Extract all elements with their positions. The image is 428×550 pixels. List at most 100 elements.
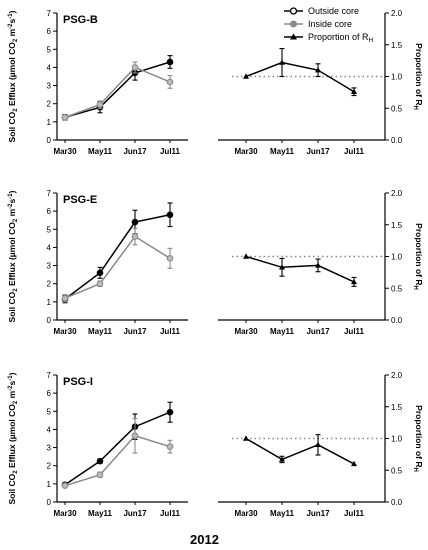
right-y-tick-label: 1.0 — [391, 73, 403, 82]
right-x-tick-label: May11 — [270, 509, 295, 518]
data-point — [166, 254, 174, 262]
left-x-tick-label: Jul11 — [160, 327, 181, 336]
right-x-tick-label: May11 — [270, 147, 295, 156]
right-y-axis-label: Proportion of RH — [412, 405, 424, 472]
left-y-tick-label: 3 — [47, 444, 52, 453]
left-x-tick-label: May11 — [88, 147, 113, 156]
data-point — [61, 113, 69, 121]
year-label: 2012 — [190, 532, 219, 547]
data-point — [166, 78, 174, 86]
left-y-tick-label: 3 — [47, 82, 52, 91]
series-outside-core — [61, 202, 174, 304]
right-y-tick-label: 0.5 — [391, 104, 403, 113]
right-x-tick-label: Mar30 — [234, 147, 258, 156]
data-point — [61, 482, 69, 490]
legend: Outside core Inside core Proportion of R… — [284, 6, 374, 44]
left-y-tick-label: 6 — [47, 27, 52, 36]
data-point — [166, 58, 174, 66]
left-x-tick-label: May11 — [88, 327, 113, 336]
data-point — [96, 471, 104, 479]
left-y-axis-label: Soil CO2 Efflux (µmol CO2 m-2s-1) — [7, 10, 19, 142]
panel-title: PSG-B — [63, 14, 98, 26]
series-line — [245, 61, 355, 93]
left-y-tick-label: 5 — [47, 45, 52, 54]
left-y-tick-label: 1 — [47, 298, 52, 307]
data-point — [131, 233, 139, 240]
series-inside-core — [61, 417, 174, 490]
right-y-tick-label: 0.5 — [391, 284, 403, 293]
right-y-axis-label: Proportion of RH — [412, 43, 424, 110]
right-y-tick-label: 0.0 — [391, 498, 403, 507]
right-y-tick-label: 1.5 — [391, 41, 403, 50]
series-line — [64, 66, 171, 119]
legend-outside-marker — [289, 7, 298, 15]
data-point — [279, 59, 285, 65]
left-y-tick-label: 0 — [47, 136, 52, 145]
left-y-tick-label: 3 — [47, 262, 52, 271]
legend-inside: Inside core — [284, 19, 352, 29]
data-point — [96, 280, 104, 288]
data-point — [351, 460, 357, 467]
legend-proportion-marker — [290, 33, 297, 40]
right-y-tick-label: 2.0 — [391, 9, 403, 18]
series-line — [64, 214, 171, 300]
right-y-tick-label: 2.0 — [391, 371, 403, 380]
data-point — [351, 88, 357, 94]
series-proportion-of-rh — [243, 253, 357, 287]
left-x-tick-label: Jun17 — [123, 327, 147, 336]
left-y-tick-label: 5 — [47, 225, 52, 234]
left-x-tick-label: Jul11 — [160, 147, 181, 156]
right-x-tick-label: Jul11 — [344, 147, 365, 156]
right-y-tick-label: 1.0 — [391, 253, 403, 262]
data-point — [131, 64, 139, 71]
series-proportion-of-rh — [243, 434, 357, 467]
right-y-tick-label: 1.0 — [391, 435, 403, 444]
data-point — [279, 264, 285, 270]
data-point — [131, 432, 139, 440]
left-y-tick-label: 7 — [47, 9, 52, 18]
right-x-tick-label: Jul11 — [344, 509, 365, 518]
series-outside-core — [61, 55, 174, 121]
right-x-tick-label: May11 — [270, 327, 295, 336]
series-inside-core — [61, 227, 174, 303]
data-point — [166, 443, 174, 451]
data-point — [243, 253, 249, 259]
series-line — [245, 437, 355, 465]
right-y-tick-label: 1.5 — [391, 221, 403, 230]
series-line — [64, 235, 171, 299]
left-y-tick-label: 7 — [47, 371, 52, 380]
panels: 0 1 2 3 4 5 6 7 0.0 0.5 1.0 1.5 2.0 Mar30 Mar30 May11 Ma… — [7, 9, 424, 518]
data-point — [243, 435, 249, 441]
legend-proportion-label: Proportion of RH — [308, 32, 374, 44]
left-y-tick-label: 1 — [47, 480, 52, 489]
left-x-tick-label: Mar30 — [53, 327, 77, 336]
data-point — [61, 294, 69, 302]
left-y-axis-label: Soil CO2 Efflux (µmol CO2 m-2s-1) — [7, 372, 19, 504]
left-y-tick-label: 5 — [47, 407, 52, 416]
left-x-tick-label: Jun17 — [123, 509, 147, 518]
right-y-tick-label: 0.0 — [391, 316, 403, 325]
data-point — [279, 456, 285, 462]
panel-psg-i: 0 1 2 3 4 5 6 7 0.0 0.5 1.0 1.5 2.0 Mar30 Mar30 May11 Ma… — [7, 371, 424, 518]
left-y-tick-label: 4 — [47, 63, 52, 72]
data-point — [315, 262, 321, 268]
panel-title: PSG-E — [63, 194, 97, 206]
left-x-tick-label: Mar30 — [53, 147, 77, 156]
legend-outside-label: Outside core — [308, 6, 359, 16]
data-point — [166, 211, 174, 219]
series-line — [64, 411, 171, 486]
left-y-tick-label: 4 — [47, 243, 52, 252]
left-y-tick-label: 0 — [47, 498, 52, 507]
left-y-tick-label: 6 — [47, 207, 52, 216]
data-point — [166, 408, 174, 416]
left-y-tick-label: 7 — [47, 189, 52, 198]
left-y-tick-label: 2 — [47, 462, 52, 471]
panel-psg-b: 0 1 2 3 4 5 6 7 0.0 0.5 1.0 1.5 2.0 Mar30 Mar30 May11 Ma… — [7, 9, 424, 156]
left-y-tick-label: 4 — [47, 425, 52, 434]
legend-outside: Outside core — [284, 6, 359, 16]
left-y-tick-label: 2 — [47, 100, 52, 109]
data-point — [96, 269, 104, 277]
right-y-tick-label: 0.5 — [391, 466, 403, 475]
legend-inside-marker — [290, 20, 297, 28]
